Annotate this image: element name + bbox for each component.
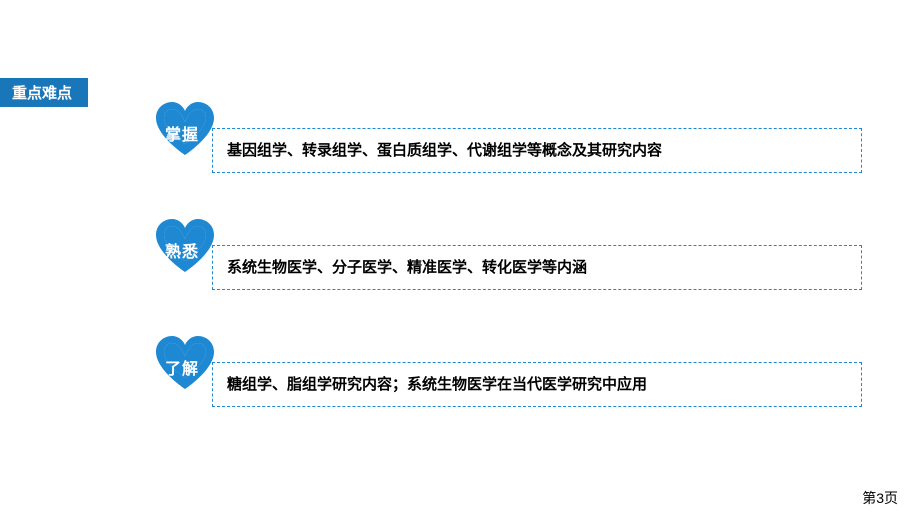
content-box-2: 系统生物医学、分子医学、精准医学、转化医学等内涵 [212, 245, 862, 290]
heart-icon-wrap-2: 熟悉 [150, 217, 220, 277]
heart-label-2: 熟悉 [165, 238, 199, 262]
heart-icon-wrap-3: 了解 [150, 334, 220, 394]
heart-icon-wrap-1: 掌握 [150, 100, 220, 160]
heart-label-1: 掌握 [165, 121, 199, 145]
section-title: 重点难点 [0, 78, 88, 107]
content-box-1: 基因组学、转录组学、蛋白质组学、代谢组学等概念及其研究内容 [212, 128, 862, 173]
content-box-3: 糖组学、脂组学研究内容；系统生物医学在当代医学研究中应用 [212, 362, 862, 407]
heart-label-3: 了解 [165, 355, 199, 379]
page-number: 第3页 [862, 488, 898, 508]
